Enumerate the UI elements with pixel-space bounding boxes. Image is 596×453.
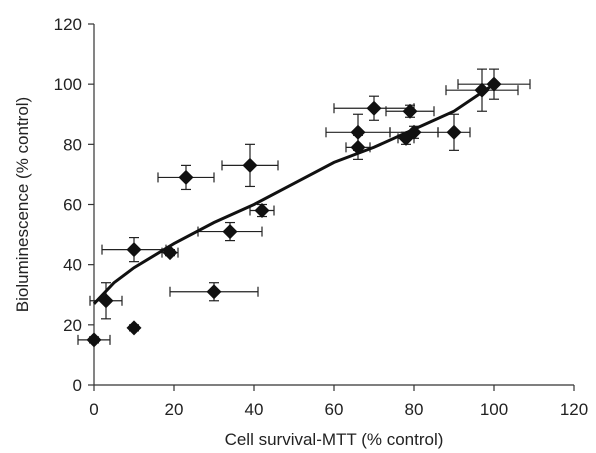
data-point xyxy=(98,293,114,309)
data-point xyxy=(242,157,258,173)
y-tick-label: 40 xyxy=(63,256,82,275)
data-point xyxy=(126,320,142,336)
y-ticks: 0 20 40 60 80 100 120 xyxy=(54,15,94,395)
data-points xyxy=(86,76,502,348)
data-point xyxy=(206,284,222,300)
x-tick-label: 100 xyxy=(480,400,508,419)
data-point xyxy=(366,100,382,116)
data-point xyxy=(162,245,178,261)
y-axis-title: Bioluminescence (% control) xyxy=(13,97,32,312)
y-tick-label: 100 xyxy=(54,75,82,94)
data-point xyxy=(222,224,238,240)
data-point xyxy=(446,124,462,140)
data-point xyxy=(406,124,422,140)
x-tick-label: 40 xyxy=(245,400,264,419)
data-point xyxy=(254,203,270,219)
trend-line xyxy=(92,82,495,305)
x-tick-label: 0 xyxy=(89,400,98,419)
data-point xyxy=(350,124,366,140)
error-bars xyxy=(77,68,531,345)
y-tick-label: 0 xyxy=(73,376,82,395)
y-tick-label: 120 xyxy=(54,15,82,34)
data-point xyxy=(350,139,366,155)
data-point xyxy=(402,103,418,119)
y-tick-label: 80 xyxy=(63,135,82,154)
data-point xyxy=(178,169,194,185)
x-axis-title: Cell survival-MTT (% control) xyxy=(225,430,444,449)
data-point xyxy=(474,82,490,98)
y-tick-label: 60 xyxy=(63,196,82,215)
x-ticks: 0 20 40 60 80 100 120 xyxy=(89,385,588,419)
x-tick-label: 60 xyxy=(325,400,344,419)
y-tick-label: 20 xyxy=(63,316,82,335)
x-tick-label: 80 xyxy=(405,400,424,419)
x-tick-label: 120 xyxy=(560,400,588,419)
x-tick-label: 20 xyxy=(165,400,184,419)
data-point xyxy=(126,242,142,258)
data-point xyxy=(86,332,102,348)
data-point xyxy=(486,76,502,92)
axes: 0 20 40 60 80 100 120 0 20 40 60 80 100 120 xyxy=(54,15,589,419)
